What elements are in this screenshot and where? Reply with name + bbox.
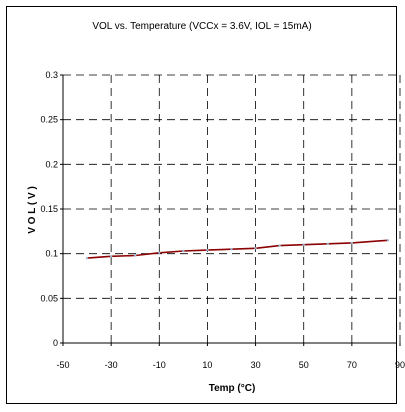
data-point xyxy=(278,244,281,247)
x-tick-label: 70 xyxy=(347,360,357,370)
x-axis-label: Temp (°C) xyxy=(209,383,256,394)
data-point xyxy=(134,254,137,257)
y-tick-label: 0.05 xyxy=(40,293,58,303)
x-tick-label: -10 xyxy=(153,360,166,370)
x-tick-label: 30 xyxy=(251,360,261,370)
series-line xyxy=(87,239,389,259)
data-point xyxy=(182,249,185,253)
x-tick-label: 10 xyxy=(202,360,212,370)
axes xyxy=(60,74,401,346)
x-tick-label: -50 xyxy=(56,360,69,370)
grid xyxy=(63,74,401,343)
y-axis-label: V O L ( V ) xyxy=(27,186,38,234)
data-point xyxy=(326,242,329,246)
data-point xyxy=(206,248,209,252)
data-point xyxy=(350,241,354,245)
y-tick-label: 0 xyxy=(53,338,58,348)
data-point xyxy=(109,255,113,258)
y-tick-label: 0.3 xyxy=(45,70,58,80)
y-tick-label: 0.1 xyxy=(45,249,58,259)
y-tick-label: 0.2 xyxy=(45,159,58,169)
tick-labels: 0 0.05 0.1 0.15 0.2 0.25 0.3 -50 -30 -10 10 30 50 70 9… xyxy=(40,70,405,370)
x-tick-label: -30 xyxy=(105,360,118,370)
data-point xyxy=(230,248,233,251)
data-point xyxy=(85,256,89,260)
data-point xyxy=(386,239,390,242)
series xyxy=(85,239,390,260)
data-point xyxy=(158,251,161,254)
data-point xyxy=(302,243,305,246)
chart-frame xyxy=(6,6,397,404)
chart-title: VOL vs. Temperature (VCCx = 3.6V, IOL = … xyxy=(92,21,311,32)
y-tick-label: 0.15 xyxy=(40,204,58,214)
data-point xyxy=(254,247,257,250)
x-tick-label: 50 xyxy=(299,360,309,370)
x-tick-label: 90 xyxy=(395,360,405,370)
y-tick-label: 0.25 xyxy=(40,115,58,125)
